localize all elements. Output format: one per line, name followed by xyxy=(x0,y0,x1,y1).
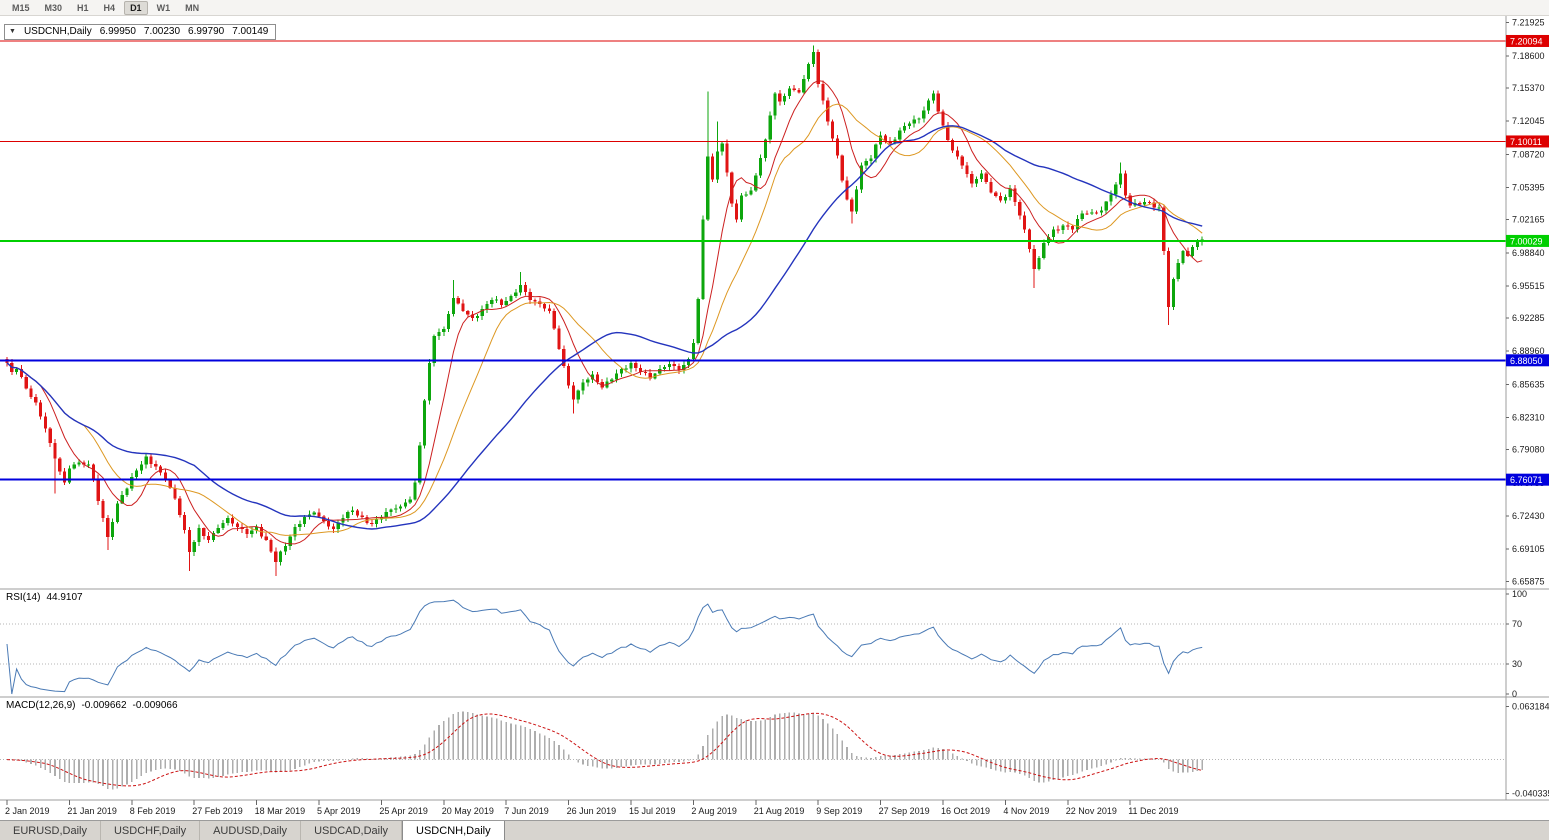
svg-text:21 Jan 2019: 21 Jan 2019 xyxy=(67,806,117,816)
svg-text:11 Dec 2019: 11 Dec 2019 xyxy=(1128,806,1178,816)
svg-text:9 Sep 2019: 9 Sep 2019 xyxy=(816,806,862,816)
svg-text:7.02165: 7.02165 xyxy=(1512,215,1545,225)
svg-text:4 Nov 2019: 4 Nov 2019 xyxy=(1003,806,1049,816)
timeframe-button-h1[interactable]: H1 xyxy=(77,2,89,13)
svg-text:0.063184: 0.063184 xyxy=(1512,701,1549,711)
svg-text:7.21925: 7.21925 xyxy=(1512,18,1545,28)
ma-fast-red xyxy=(6,80,1203,545)
price-axis-labels: 7.21925 7.18600 7.15370 7.12045 7.08720 7.053… xyxy=(1506,18,1545,586)
symbol-tab-audusd[interactable]: AUDUSD,Daily xyxy=(200,821,302,840)
horizontal-level-lines xyxy=(0,40,1506,481)
svg-text:7.10011: 7.10011 xyxy=(1510,137,1542,147)
svg-text:7.20094: 7.20094 xyxy=(1510,36,1543,46)
macd-main-value: -0.009662 xyxy=(81,700,127,711)
chart-ohlc-label: ▼ USDCNH,Daily 6.99950 7.00230 6.99790 7… xyxy=(4,24,277,40)
svg-text:7.15370: 7.15370 xyxy=(1512,83,1545,93)
rsi-name: RSI(14) xyxy=(6,592,41,603)
macd-signal-line xyxy=(6,712,1203,787)
symbol-tab-eurusd[interactable]: EURUSD,Daily xyxy=(0,821,101,840)
symbol-dropdown-icon[interactable]: ▼ xyxy=(9,28,16,35)
timeframe-button-mn[interactable]: MN xyxy=(185,2,200,13)
svg-text:7.00029: 7.00029 xyxy=(1510,236,1543,246)
timeframe-button-h4[interactable]: H4 xyxy=(103,2,116,13)
svg-text:2 Aug 2019: 2 Aug 2019 xyxy=(691,806,737,816)
moving-average-lines xyxy=(6,80,1203,545)
svg-text:6.69105: 6.69105 xyxy=(1512,544,1545,554)
ma-mid-orange xyxy=(6,103,1203,536)
price-chart[interactable]: 7.21925 7.18600 7.15370 7.12045 7.08720 7.053… xyxy=(0,0,1549,820)
svg-text:18 Mar 2019: 18 Mar 2019 xyxy=(255,806,306,816)
ohlc-low: 6.99790 xyxy=(188,26,225,37)
svg-text:15 Jul 2019: 15 Jul 2019 xyxy=(629,806,676,816)
svg-text:20 May 2019: 20 May 2019 xyxy=(442,806,494,816)
svg-text:-0.040335: -0.040335 xyxy=(1512,788,1549,798)
ohlc-open: 6.99950 xyxy=(99,26,136,37)
macd-signal-value: -0.009066 xyxy=(132,700,178,711)
svg-text:27 Feb 2019: 27 Feb 2019 xyxy=(192,806,243,816)
svg-text:100: 100 xyxy=(1512,589,1527,599)
svg-text:7 Jun 2019: 7 Jun 2019 xyxy=(504,806,549,816)
svg-text:16 Oct 2019: 16 Oct 2019 xyxy=(941,806,990,816)
svg-text:26 Jun 2019: 26 Jun 2019 xyxy=(567,806,617,816)
panel-separators xyxy=(0,16,1549,801)
ohlc-close: 7.00149 xyxy=(232,26,269,37)
svg-text:5 Apr 2019: 5 Apr 2019 xyxy=(317,806,361,816)
ma-slow-blue xyxy=(6,125,1203,530)
symbol-tab-usdcnh[interactable]: USDCNH,Daily xyxy=(402,821,505,840)
timeframe-button-m30[interactable]: M30 xyxy=(44,2,63,13)
symbol-tab-usdcad[interactable]: USDCAD,Daily xyxy=(301,821,403,840)
svg-text:6.76071: 6.76071 xyxy=(1510,475,1543,485)
rsi-value: 44.9107 xyxy=(46,592,83,603)
svg-text:22 Nov 2019: 22 Nov 2019 xyxy=(1066,806,1117,816)
symbol-tab-usdchf[interactable]: USDCHF,Daily xyxy=(101,821,201,840)
level-price-boxes: 7.20094 7.10011 7.00029 6.88050 6.76071 xyxy=(1506,34,1549,486)
svg-text:0: 0 xyxy=(1512,689,1517,699)
chart-symbol-label: USDCNH,Daily xyxy=(23,26,92,37)
svg-text:25 Apr 2019: 25 Apr 2019 xyxy=(379,806,428,816)
time-axis: 2 Jan 2019 21 Jan 2019 8 Feb 2019 27 Feb 20… xyxy=(5,800,1179,816)
svg-text:6.65875: 6.65875 xyxy=(1512,576,1545,586)
timeframe-button-w1[interactable]: W1 xyxy=(156,2,171,13)
svg-text:7.08720: 7.08720 xyxy=(1512,149,1545,159)
rsi-panel xyxy=(6,599,1203,695)
svg-text:6.85635: 6.85635 xyxy=(1512,379,1545,389)
macd-indicator-label: MACD(12,26,9) -0.009662 -0.009066 xyxy=(6,700,184,711)
svg-text:21 Aug 2019: 21 Aug 2019 xyxy=(754,806,805,816)
svg-text:6.98840: 6.98840 xyxy=(1512,248,1545,258)
ohlc-high: 7.00230 xyxy=(143,26,181,37)
svg-text:6.72430: 6.72430 xyxy=(1512,511,1545,521)
rsi-line xyxy=(6,599,1203,695)
timeframe-button-d1[interactable]: D1 xyxy=(124,0,148,15)
svg-text:27 Sep 2019: 27 Sep 2019 xyxy=(879,806,930,816)
svg-text:7.18600: 7.18600 xyxy=(1512,51,1545,61)
svg-text:8 Feb 2019: 8 Feb 2019 xyxy=(130,806,176,816)
svg-text:2 Jan 2019: 2 Jan 2019 xyxy=(5,806,50,816)
macd-name: MACD(12,26,9) xyxy=(6,700,76,711)
svg-text:6.79080: 6.79080 xyxy=(1512,445,1545,455)
svg-text:6.88050: 6.88050 xyxy=(1510,356,1543,366)
indicator-dotted-levels xyxy=(0,623,1506,761)
timeframe-toolbar: M15 M30 H1 H4 D1 W1 MN xyxy=(0,0,1549,16)
svg-text:30: 30 xyxy=(1512,659,1522,669)
svg-text:70: 70 xyxy=(1512,619,1522,629)
svg-text:6.95515: 6.95515 xyxy=(1512,281,1545,291)
timeframe-button-m15[interactable]: M15 xyxy=(12,2,30,13)
macd-axis-labels: 0.063184 -0.040335 xyxy=(1506,701,1549,798)
svg-text:6.82310: 6.82310 xyxy=(1512,412,1545,422)
svg-text:7.12045: 7.12045 xyxy=(1512,116,1545,126)
macd-panel xyxy=(6,711,1203,790)
rsi-axis-labels: 100 70 30 0 xyxy=(1506,589,1527,699)
svg-text:7.05395: 7.05395 xyxy=(1512,182,1545,192)
svg-text:6.92285: 6.92285 xyxy=(1512,313,1545,323)
symbol-tab-bar: EURUSD,Daily USDCHF,Daily AUDUSD,Daily USDC… xyxy=(0,820,1549,840)
candlestick-layer xyxy=(5,45,1204,577)
svg-text:6.88960: 6.88960 xyxy=(1512,346,1545,356)
rsi-indicator-label: RSI(14) 44.9107 xyxy=(6,592,89,603)
